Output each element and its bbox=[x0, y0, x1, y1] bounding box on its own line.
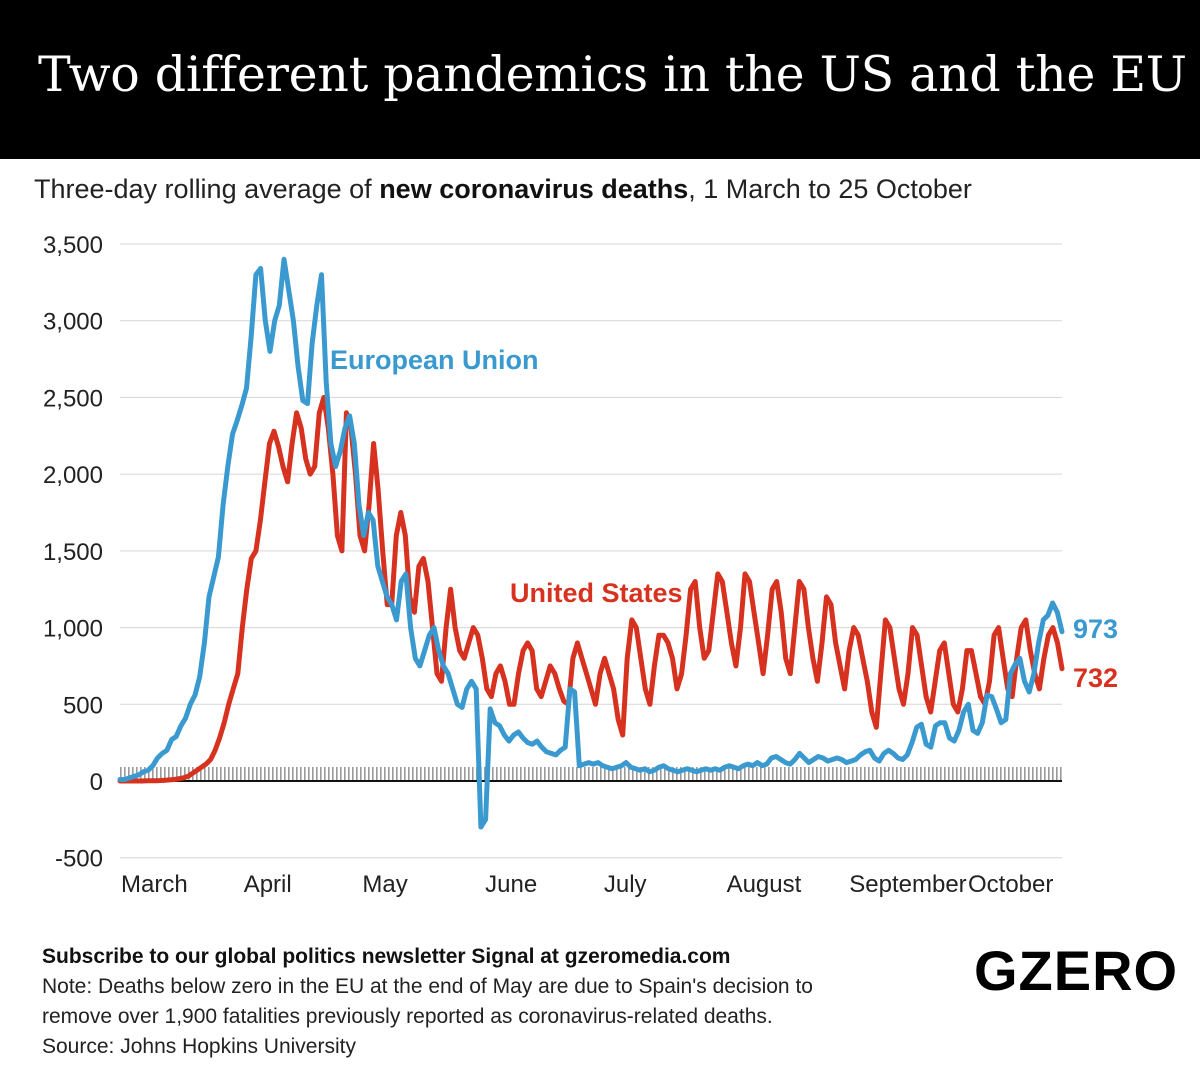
y-tick-label: 500 bbox=[63, 692, 103, 719]
page-title: Two different pandemics in the US and th… bbox=[38, 46, 1187, 103]
x-tick-label: April bbox=[244, 871, 292, 898]
y-tick-label: 2,000 bbox=[43, 462, 103, 489]
us-end-value: 732 bbox=[1073, 663, 1118, 693]
note-line-1: Note: Deaths below zero in the EU at the… bbox=[42, 975, 813, 998]
y-tick-label: 1,500 bbox=[43, 539, 103, 566]
x-tick-label: June bbox=[485, 871, 537, 898]
subscribe-text: Subscribe to our global politics newslet… bbox=[42, 945, 731, 968]
chart-subtitle: Three-day rolling average of new coronav… bbox=[34, 174, 972, 205]
x-tick-label: October bbox=[968, 871, 1053, 898]
header-banner: Two different pandemics in the US and th… bbox=[0, 0, 1200, 159]
eu-series-label: European Union bbox=[330, 345, 539, 375]
x-tick-label: August bbox=[727, 871, 802, 898]
subtitle-prefix: Three-day rolling average of bbox=[34, 174, 380, 204]
deaths-line-chart: -500 0 500 1,000 1,500 2,000 2,500 3,000 3,500 Ma… bbox=[43, 232, 1118, 898]
source-text: Source: Johns Hopkins University bbox=[42, 1035, 356, 1058]
x-tick-label: May bbox=[362, 871, 407, 898]
y-tick-label: -500 bbox=[55, 846, 103, 873]
y-tick-label: 3,000 bbox=[43, 309, 103, 336]
series-line-us bbox=[117, 394, 1065, 784]
footer: Subscribe to our global politics newslet… bbox=[42, 942, 813, 1062]
x-tick-label: July bbox=[604, 871, 647, 898]
x-tick-label: September bbox=[849, 871, 966, 898]
us-series-label: United States bbox=[510, 578, 683, 608]
subtitle-bold: new coronavirus deaths bbox=[379, 174, 689, 204]
x-tick-label: March bbox=[121, 871, 188, 898]
zero-hatch-band bbox=[120, 767, 1062, 781]
y-tick-label: 0 bbox=[90, 769, 103, 796]
series-line-eu bbox=[117, 256, 1065, 830]
y-tick-label: 2,500 bbox=[43, 385, 103, 412]
eu-end-value: 973 bbox=[1073, 614, 1118, 644]
subtitle-suffix: , 1 March to 25 October bbox=[688, 174, 972, 204]
y-tick-label: 3,500 bbox=[43, 232, 103, 259]
y-tick-label: 1,000 bbox=[43, 616, 103, 643]
note-line-2: remove over 1,900 fatalities previously … bbox=[42, 1005, 773, 1028]
gzero-logo: GZERO bbox=[974, 939, 1179, 1002]
